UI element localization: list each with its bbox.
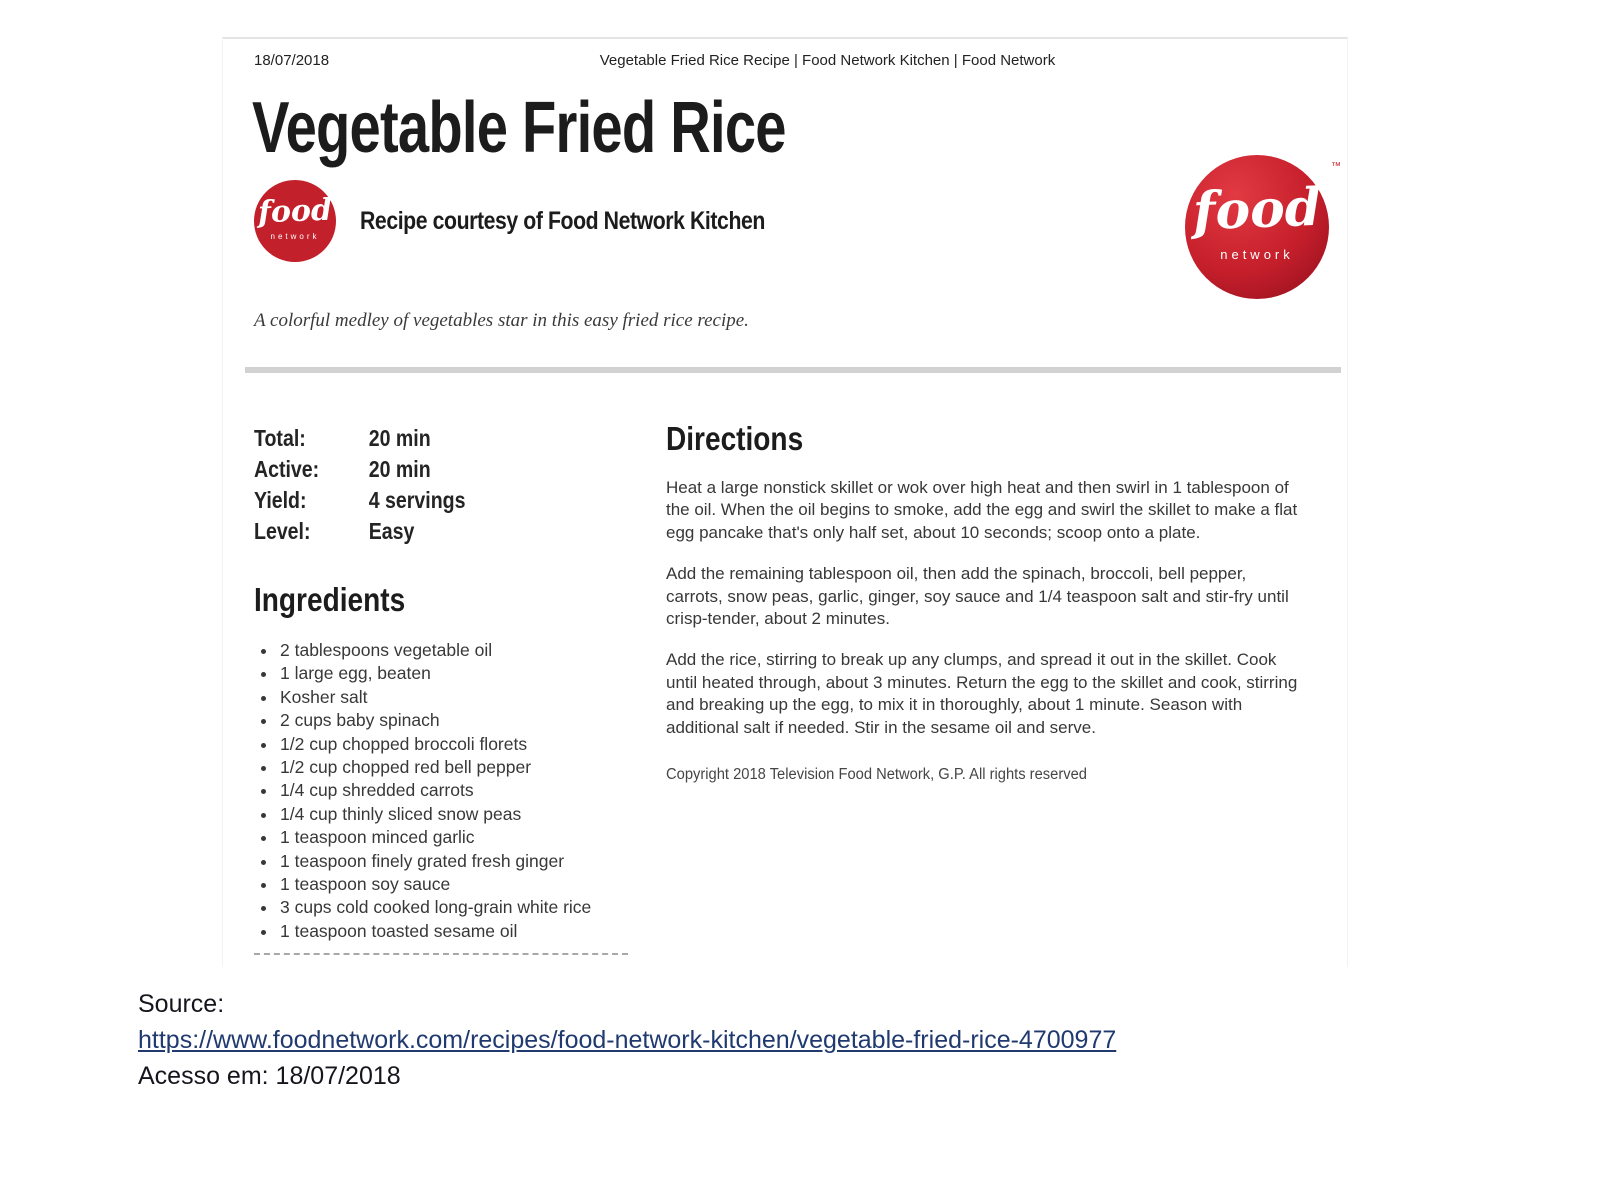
meta-value: 20 min: [368, 425, 431, 451]
printed-recipe-page: 18/07/2018 Vegetable Fried Rice Recipe |…: [222, 37, 1348, 967]
right-column: Directions Heat a large nonstick skillet…: [666, 420, 1306, 784]
direction-paragraph: Add the rice, stirring to break up any c…: [666, 650, 1298, 737]
recipe-description: A colorful medley of vegetables star in …: [254, 310, 749, 331]
logo-network-label: network: [270, 232, 320, 241]
ingredient-item: 1 teaspoon soy sauce: [278, 873, 628, 896]
ingredient-item: 1 teaspoon minced garlic: [278, 826, 628, 849]
meta-value: 4 servings: [368, 487, 466, 513]
ingredients-heading: Ingredients: [254, 581, 406, 618]
ingredient-item: 1/2 cup chopped red bell pepper: [278, 756, 628, 779]
ingredient-list: 2 tablespoons vegetable oil 1 large egg,…: [254, 639, 628, 956]
meta-label: Yield:: [254, 487, 307, 513]
section-divider: [245, 367, 1341, 373]
meta-value: 20 min: [368, 456, 431, 482]
print-header: 18/07/2018 Vegetable Fried Rice Recipe |…: [254, 52, 1316, 72]
logo-network-label: network: [1220, 247, 1294, 262]
trademark-symbol: ™: [1331, 161, 1341, 172]
source-label: Source:: [138, 990, 225, 1018]
meta-row: Level: Easy: [254, 516, 590, 547]
source-footer: Source: https://www.foodnetwork.com/reci…: [138, 986, 1116, 1094]
meta-label: Level:: [254, 518, 311, 544]
ingredient-item: 1/2 cup chopped broccoli florets: [278, 733, 628, 756]
ingredient-item: 2 tablespoons vegetable oil: [278, 639, 628, 662]
food-network-logo-large: food network ™: [1185, 155, 1341, 303]
logo-food-script: food: [257, 192, 333, 231]
meta-label: Total:: [254, 425, 306, 451]
meta-label: Active:: [254, 456, 320, 482]
direction-paragraph: Heat a large nonstick skillet or wok ove…: [666, 478, 1298, 542]
accessed-date: Acesso em: 18/07/2018: [138, 1062, 401, 1090]
ingredient-item: 2 cups baby spinach: [278, 709, 628, 732]
print-document-title: Vegetable Fried Rice Recipe | Food Netwo…: [599, 52, 1056, 69]
ingredient-item: 1/4 cup thinly sliced snow peas: [278, 803, 628, 826]
direction-paragraph: Add the remaining tablespoon oil, then a…: [666, 564, 1289, 629]
meta-value: Easy: [368, 518, 415, 544]
ingredient-item: 1 large egg, beaten: [278, 662, 628, 685]
food-network-logo-large-icon: food network: [1185, 155, 1329, 299]
directions-body: Heat a large nonstick skillet or wok ove…: [666, 477, 1306, 739]
recipe-courtesy-text: Recipe courtesy of Food Network Kitchen: [360, 206, 765, 235]
food-network-logo-small-icon: food network: [254, 180, 336, 262]
recipe-meta: Total: 20 min Active: 20 min Yield: 4 se…: [254, 423, 590, 547]
logo-food-script: food: [1191, 176, 1323, 243]
meta-row: Total: 20 min: [254, 423, 590, 454]
print-date: 18/07/2018: [254, 52, 330, 69]
copyright-notice: Copyright 2018 Television Food Network, …: [666, 766, 1087, 784]
ingredient-item: 1/4 cup shredded carrots: [278, 779, 628, 802]
ingredient-item: 1 teaspoon finely grated fresh ginger: [278, 850, 628, 873]
recipe-title: Vegetable Fried Rice: [252, 88, 787, 168]
ingredient-item: Kosher salt: [278, 686, 628, 709]
directions-heading: Directions: [666, 420, 804, 457]
left-column: Total: 20 min Active: 20 min Yield: 4 se…: [254, 423, 649, 956]
source-url-link[interactable]: https://www.foodnetwork.com/recipes/food…: [138, 1026, 1117, 1054]
courtesy-row: food network Recipe courtesy of Food Net…: [254, 180, 836, 262]
ingredient-item: 3 cups cold cooked long-grain white rice: [278, 896, 628, 919]
meta-row: Yield: 4 servings: [254, 485, 590, 516]
meta-row: Active: 20 min: [254, 454, 590, 485]
ingredient-item: 1 teaspoon toasted sesame oil: [278, 920, 628, 943]
